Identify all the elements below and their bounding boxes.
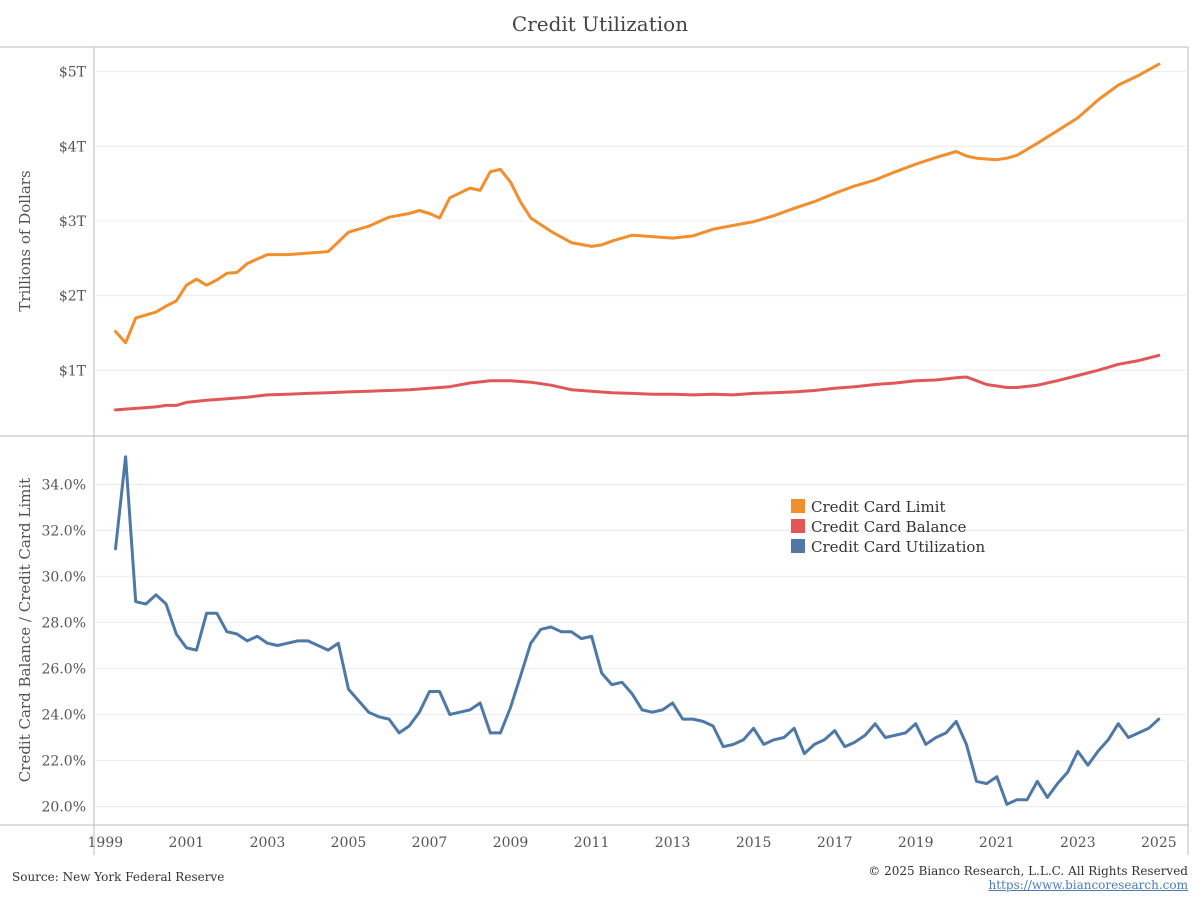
x-tick-label: 2025 bbox=[1141, 835, 1177, 851]
bottom-panel-y-ticks: 20.0% 22.0% 24.0% 26.0% 28.0% 30.0% 32.0% 34.0% bbox=[42, 477, 86, 815]
y-tick-label: 28.0% bbox=[42, 615, 86, 631]
legend-swatch-limit bbox=[791, 499, 805, 513]
x-tick-label: 2011 bbox=[574, 835, 610, 851]
y-tick-label: $1T bbox=[59, 363, 87, 379]
x-tick-label: 2007 bbox=[412, 835, 448, 851]
x-tick-label: 2005 bbox=[331, 835, 367, 851]
y-tick-label: 22.0% bbox=[42, 754, 86, 770]
copyright-text: © 2025 Bianco Research, L.L.C. All Right… bbox=[868, 864, 1188, 878]
bottom-panel-series bbox=[114, 455, 1161, 806]
source-note: Source: New York Federal Reserve bbox=[12, 870, 225, 884]
top-panel-grid bbox=[94, 71, 1188, 371]
chart-frame bbox=[0, 46, 1189, 855]
top-panel-series bbox=[114, 62, 1161, 412]
y-tick-label: 32.0% bbox=[42, 523, 86, 539]
y-tick-label: 26.0% bbox=[42, 661, 86, 677]
x-tick-label: 2003 bbox=[250, 835, 286, 851]
legend-swatch-utilization bbox=[791, 539, 805, 553]
y-tick-label: 34.0% bbox=[42, 477, 86, 493]
x-tick-label: 2017 bbox=[817, 835, 853, 851]
y-tick-label: $4T bbox=[59, 139, 87, 155]
website-link[interactable]: https://www.biancoresearch.com bbox=[988, 878, 1188, 892]
legend-item-limit: Credit Card Limit bbox=[791, 498, 946, 516]
legend-label-balance: Credit Card Balance bbox=[811, 518, 966, 536]
top-panel-y-ticks: $1T $2T $3T $4T $5T bbox=[59, 65, 87, 380]
x-tick-label: 2023 bbox=[1060, 835, 1096, 851]
legend-item-utilization: Credit Card Utilization bbox=[791, 538, 985, 556]
x-tick-label: 2013 bbox=[655, 835, 691, 851]
x-tick-label: 1999 bbox=[88, 835, 124, 851]
utilization-line bbox=[114, 455, 1161, 806]
balance-line bbox=[114, 353, 1161, 412]
bottom-panel-y-axis-title: Credit Card Balance / Credit Card Limit bbox=[16, 478, 34, 782]
bottom-panel-grid bbox=[94, 483, 1188, 808]
x-tick-label: 2019 bbox=[898, 835, 934, 851]
copyright-block: © 2025 Bianco Research, L.L.C. All Right… bbox=[868, 864, 1188, 892]
y-tick-label: $5T bbox=[59, 65, 87, 81]
x-tick-label: 2021 bbox=[979, 835, 1015, 851]
y-tick-label: 24.0% bbox=[42, 708, 86, 724]
top-panel-y-axis-title: Trillions of Dollars bbox=[16, 170, 34, 311]
y-tick-label: 30.0% bbox=[42, 569, 86, 585]
limit-line bbox=[114, 62, 1161, 345]
legend-item-balance: Credit Card Balance bbox=[791, 518, 966, 536]
y-tick-label: $2T bbox=[59, 289, 87, 305]
legend: Credit Card Limit Credit Card Balance Cr… bbox=[791, 498, 985, 556]
x-tick-label: 2015 bbox=[736, 835, 772, 851]
y-tick-label: 20.0% bbox=[42, 800, 86, 816]
legend-swatch-balance bbox=[791, 519, 805, 533]
chart-title: Credit Utilization bbox=[511, 12, 689, 36]
legend-label-utilization: Credit Card Utilization bbox=[811, 538, 985, 556]
legend-label-limit: Credit Card Limit bbox=[811, 498, 946, 516]
x-tick-label: 2001 bbox=[169, 835, 205, 851]
x-axis-ticks: 1999 2001 2003 2005 2007 2009 2011 2013 2015 2017… bbox=[88, 835, 1177, 851]
x-tick-label: 2009 bbox=[493, 835, 529, 851]
y-tick-label: $3T bbox=[59, 214, 87, 230]
